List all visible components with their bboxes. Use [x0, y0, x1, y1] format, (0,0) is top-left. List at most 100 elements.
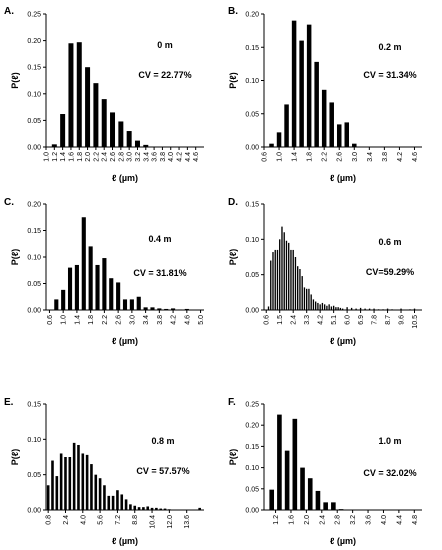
histogram-bar [339, 307, 342, 310]
histogram-bar [98, 478, 102, 510]
histogram-bar [68, 43, 74, 148]
x-tick-label: 3.6 [152, 152, 159, 162]
x-tick-label: 2.4 [102, 152, 109, 162]
x-tick-label: 0.6 [262, 152, 269, 162]
y-axis-title: P(ℓ) [228, 449, 238, 465]
histogram-bar [352, 143, 357, 147]
y-tick-label: 0.00 [27, 308, 41, 315]
x-tick-label: 4.2 [171, 315, 178, 325]
x-tick-label: 2.8 [118, 152, 125, 162]
panel-label: E. [4, 397, 14, 408]
x-tick-label: 4.8 [412, 515, 419, 525]
histogram-bar [171, 308, 176, 310]
x-tick-label: 1.6 [288, 515, 295, 525]
y-tick-label: 0.15 [245, 444, 259, 451]
histogram-bar [72, 442, 76, 510]
x-tick-label: 2.0 [85, 152, 92, 162]
y-tick-label: 0.25 [245, 402, 259, 409]
x-tick-label: 0.6 [47, 315, 54, 325]
x-tick-label: 1.6 [68, 152, 75, 162]
y-tick-label: 0.15 [27, 402, 41, 409]
y-axis-title: P(ℓ) [10, 249, 20, 265]
x-tick-label: 6.0 [345, 315, 352, 325]
panel-label: B. [228, 6, 238, 17]
histogram-bar [297, 266, 299, 310]
histogram-bar [111, 495, 115, 510]
histogram-bar [129, 299, 134, 310]
distance-annotation: 1.0 m [378, 436, 401, 446]
histogram-bar [120, 494, 124, 510]
x-tick-label: 1.2 [52, 152, 59, 162]
histogram-bar [308, 288, 310, 310]
histogram-bar [307, 478, 313, 510]
cv-annotation: CV = 22.77% [138, 70, 191, 80]
histogram-bar [76, 42, 82, 148]
cv-annotation: CV = 32.02% [363, 468, 416, 478]
histogram-bar [299, 40, 304, 147]
cv-annotation: CV = 31.34% [363, 70, 416, 80]
histogram-bar [81, 217, 86, 310]
x-tick-label: 3.2 [350, 515, 357, 525]
x-tick-label: 4.2 [318, 315, 325, 325]
x-tick-label: 4.4 [185, 152, 192, 162]
x-tick-label: 2.2 [322, 152, 329, 162]
histogram-bar [68, 457, 72, 510]
x-tick-label: 3.8 [157, 315, 164, 325]
histogram-panel: 0.00 0.05 0.10 0.15 0.20 0.25 1.2 1.6 2.0 2.4 2.8 3… [228, 397, 422, 546]
distance-annotation: 0.4 m [148, 234, 171, 244]
histogram-bar [315, 490, 321, 510]
panel-label: D. [228, 197, 238, 208]
x-tick-label: 4.0 [381, 515, 388, 525]
y-tick-label: 0.05 [245, 111, 259, 118]
x-tick-label: 2.4 [291, 315, 298, 325]
histogram-bar [292, 418, 298, 510]
histogram-bar [310, 294, 312, 310]
x-tick-label: 13.6 [184, 515, 191, 529]
y-tick-label: 0.05 [27, 118, 41, 125]
x-tick-label: 2.8 [335, 515, 342, 525]
y-tick-label: 0.10 [27, 91, 41, 98]
histogram-bar [51, 144, 57, 147]
y-tick-label: 0.05 [27, 281, 41, 288]
histogram-bar [321, 302, 324, 310]
histogram-bar [101, 99, 107, 147]
histogram-bar [150, 507, 154, 510]
y-tick-label: 0.00 [27, 508, 41, 515]
histogram-bar [142, 507, 145, 510]
histogram-bar [110, 112, 116, 147]
x-tick-label: 1.8 [77, 152, 84, 162]
histogram-bar [270, 260, 272, 310]
x-tick-label: 2.2 [102, 315, 109, 325]
histogram-bar [269, 143, 274, 147]
histogram-bar [54, 299, 59, 310]
histogram-bar [312, 299, 315, 310]
histogram-bar [330, 306, 333, 310]
x-tick-label: 1.4 [60, 152, 67, 162]
distance-annotation: 0.8 m [151, 436, 174, 446]
histogram-bar [283, 232, 285, 310]
histogram-bar [400, 308, 402, 310]
x-tick-label: 12.0 [167, 515, 174, 529]
histogram-bar [116, 282, 121, 310]
histogram-bar [306, 288, 308, 310]
histogram-bar [373, 308, 375, 310]
histogram-bar [133, 505, 137, 510]
x-tick-label: 4.0 [80, 515, 87, 525]
y-tick-label: 0.15 [245, 202, 259, 209]
histogram-bar [277, 414, 282, 510]
x-tick-label: 1.0 [61, 315, 68, 325]
histogram-bar [93, 83, 99, 147]
x-tick-label: 3.4 [143, 315, 150, 325]
histogram-bar [163, 508, 167, 510]
histogram-bar [276, 249, 279, 310]
histogram-bar [329, 102, 334, 147]
x-tick-label: 9.6 [399, 315, 406, 325]
x-tick-label: 5.0 [198, 315, 205, 325]
x-tick-label: 0.8 [46, 515, 53, 525]
y-tick-label: 0.15 [27, 65, 41, 72]
histogram-bar [314, 301, 317, 310]
histogram-bar [344, 122, 350, 147]
histogram-bar [103, 485, 106, 510]
y-axis-title: P(ℓ) [228, 72, 238, 88]
x-tick-label: 2.0 [304, 515, 311, 525]
